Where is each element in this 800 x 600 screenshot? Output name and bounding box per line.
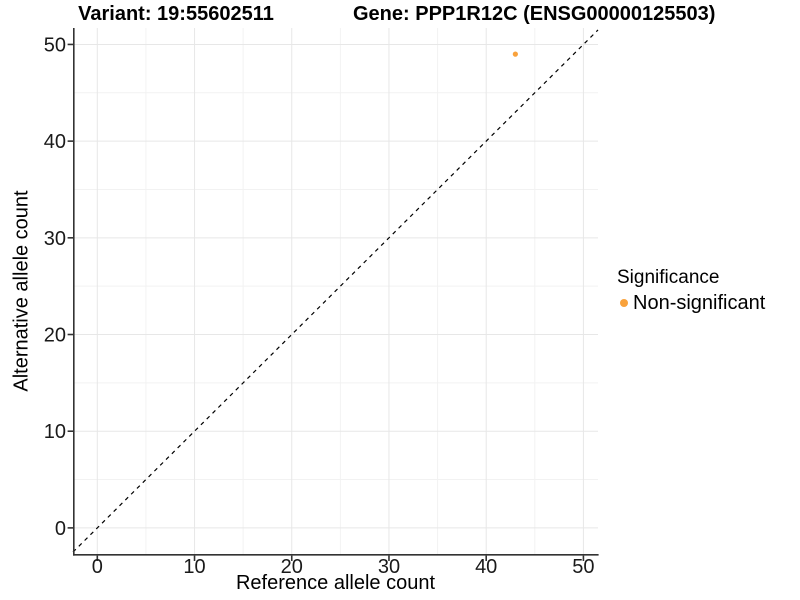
- x-tick-label: 20: [281, 556, 303, 578]
- variant-title: Variant: 19:55602511: [78, 3, 274, 25]
- identity-line: [72, 29, 599, 553]
- x-tick-label: 50: [572, 556, 594, 578]
- y-axis-title: Alternative allele count: [10, 190, 33, 392]
- y-tick-label: 30: [44, 228, 66, 250]
- legend-item-non-significant: Non-significant: [620, 292, 765, 314]
- gene-title: Gene: PPP1R12C (ENSG00000125503): [353, 3, 716, 25]
- x-tick-label: 40: [475, 556, 497, 578]
- y-tick-label: 40: [44, 131, 66, 153]
- y-tick-label: 0: [55, 518, 66, 540]
- y-tick-label: 20: [44, 325, 66, 347]
- x-tick-label: 10: [183, 556, 205, 578]
- data-point: [512, 51, 518, 57]
- x-axis-title: Reference allele count: [235, 572, 435, 594]
- legend-title: Significance: [617, 267, 720, 288]
- x-tick-label: 30: [378, 556, 400, 578]
- legend: Significance Non-significant: [617, 267, 765, 314]
- y-tick-label: 50: [44, 34, 66, 56]
- y-tick-label: 10: [44, 421, 66, 443]
- x-tick-label: 0: [92, 556, 103, 578]
- legend-point-icon: [620, 299, 628, 307]
- legend-item-label: Non-significant: [633, 291, 766, 314]
